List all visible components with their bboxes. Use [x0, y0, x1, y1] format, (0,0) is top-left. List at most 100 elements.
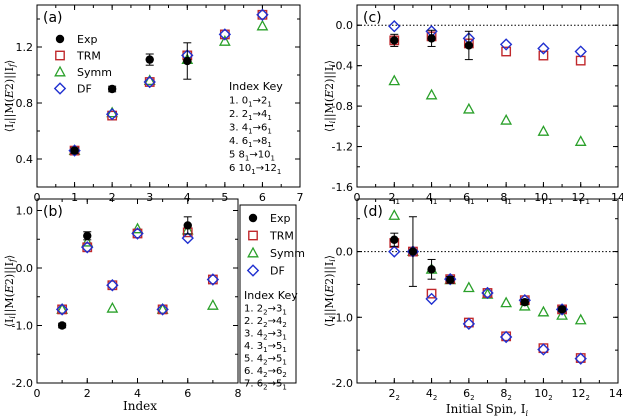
marker-df: [55, 303, 69, 316]
y-tick-label: -2.0: [12, 377, 33, 390]
y-axis-label: ⟨Ii||M(E2)||If⟩: [3, 255, 17, 328]
y-tick-label: -0.4: [332, 60, 353, 73]
x-tick-label: 82: [500, 387, 511, 402]
marker-df: [181, 231, 194, 245]
index-key-title: Index Key: [244, 289, 298, 302]
marker-df: [574, 352, 587, 365]
index-key-item: 2. 21→41: [229, 109, 272, 122]
index-key-item: 4. 31→51: [244, 341, 287, 354]
marker-df: [574, 45, 587, 58]
marker-symm: [388, 209, 401, 220]
marker-exp: [408, 247, 418, 256]
marker-df: [105, 108, 119, 121]
marker-df: [388, 245, 401, 258]
marker-symm: [425, 88, 438, 100]
index-key-item: 3. 42→31: [244, 329, 287, 342]
x-tick-label: 14: [611, 191, 623, 204]
y-axis-label: ⟨Ii||M(E2)||Ii⟩: [323, 255, 337, 327]
marker-exp: [183, 56, 192, 66]
x-tick-label: 122: [571, 387, 589, 402]
index-key-item: 6. 42→62: [244, 366, 287, 379]
y-tick-label: -1.2: [332, 141, 353, 154]
index-key-item: 4. 61→81: [229, 136, 272, 149]
x-tick-label: 62: [463, 387, 474, 402]
marker-symm: [388, 74, 401, 86]
marker-trm: [207, 274, 218, 285]
marker-trm: [501, 46, 512, 57]
x-tick-label: 21: [389, 191, 400, 206]
marker-exp: [390, 36, 399, 45]
marker-symm: [537, 125, 550, 136]
panel-d: 22 42 62 82 102 122 142 -2.0 -1.0 0.0 (d) ⟨Ii||M(E2…: [323, 198, 623, 418]
plot-frame: [36, 198, 239, 384]
marker-df: [444, 272, 457, 286]
series-df: [55, 227, 220, 316]
x-tick-label: 81: [500, 191, 511, 206]
marker-df: [499, 38, 513, 51]
y-tick-label: -2.0: [332, 377, 353, 390]
x-tick-label: 5: [221, 191, 228, 204]
series-df: [388, 245, 587, 365]
x-tick-label: 4: [134, 387, 141, 400]
marker-exp: [70, 146, 79, 155]
index-key: Index Key 1. 22→312. 22→423. 42→314. 31→5…: [244, 289, 298, 392]
marker-symm: [500, 113, 513, 125]
marker-exp: [446, 275, 455, 285]
x-tick-label: 3: [146, 191, 153, 204]
marker-exp: [427, 34, 436, 43]
legend: Exp TRM Symm DF: [53, 33, 112, 96]
legend: Exp TRM Symm DF: [246, 212, 305, 278]
marker-symm: [500, 296, 513, 308]
marker-trm: [82, 242, 93, 253]
x-tick-label: 101: [534, 191, 552, 206]
x-tick-label: 22: [389, 387, 400, 402]
marker-exp: [107, 84, 117, 94]
panel-b: 0 2 4 6 8 -2.0 -1.0 0.0 1.0 (b) ⟨Ii||M(E2)||If⟩ Exp…: [3, 198, 305, 413]
panel-a: 0 1 2 3 4 5 6 7 0.4 0.8 1.2 (a) ⟨Ii||M(E2)||If⟩ Exp TR…: [3, 4, 304, 204]
y-tick-label: 0.0: [336, 19, 354, 32]
panel-label: (d): [363, 204, 383, 220]
series-exp: [70, 42, 192, 155]
index-key-item: 1. 01→21: [229, 96, 272, 109]
y-tick-label: 0.4: [16, 153, 34, 166]
marker-trm: [257, 9, 268, 20]
x-tick-label: 41: [426, 191, 437, 206]
y-tick-label: -1.0: [12, 320, 33, 333]
marker-df: [499, 330, 513, 344]
index-key-item: 2. 22→42: [244, 316, 287, 329]
marker-symm: [54, 65, 66, 77]
marker-trm: [55, 50, 65, 61]
x-tick-label: 142: [609, 387, 623, 402]
index-key-item: 7. 62→51: [244, 379, 287, 392]
marker-symm: [256, 19, 269, 31]
marker-trm: [107, 280, 118, 291]
marker-exp: [83, 231, 92, 240]
y-tick-label: -0.8: [332, 100, 353, 113]
series-symm: [388, 74, 587, 146]
marker-exp: [248, 213, 258, 223]
y-axis-label: ⟨Ii||M(E2)||Ii⟩: [323, 60, 337, 132]
marker-symm: [106, 301, 119, 313]
x-tick-label: 2: [84, 387, 91, 400]
x-tick-label: 6: [184, 387, 191, 400]
legend-label: TRM: [269, 230, 294, 243]
legend-label: Exp: [77, 33, 97, 46]
x-tick-label: 102: [534, 387, 552, 402]
x-tick-label: 2: [109, 191, 116, 204]
marker-exp: [55, 34, 65, 44]
marker-exp: [557, 305, 567, 314]
index-key: Index Key 1. 01→212. 21→413. 41→614. 61→8…: [229, 80, 283, 176]
index-key-item: 6 101→121: [229, 163, 281, 176]
series-symm: [388, 209, 587, 325]
marker-df: [481, 286, 494, 300]
series-trm: [57, 227, 218, 315]
legend-label: Symm: [77, 66, 112, 79]
index-key-item: 5 81→101: [229, 150, 275, 163]
marker-exp: [427, 265, 436, 274]
marker-df: [218, 28, 232, 41]
y-axis-label: ⟨Ii||M(E2)||If⟩: [3, 60, 17, 133]
x-tick-label: 121: [571, 191, 589, 206]
marker-symm: [131, 222, 144, 234]
marker-df: [537, 42, 550, 55]
marker-trm: [248, 230, 258, 241]
